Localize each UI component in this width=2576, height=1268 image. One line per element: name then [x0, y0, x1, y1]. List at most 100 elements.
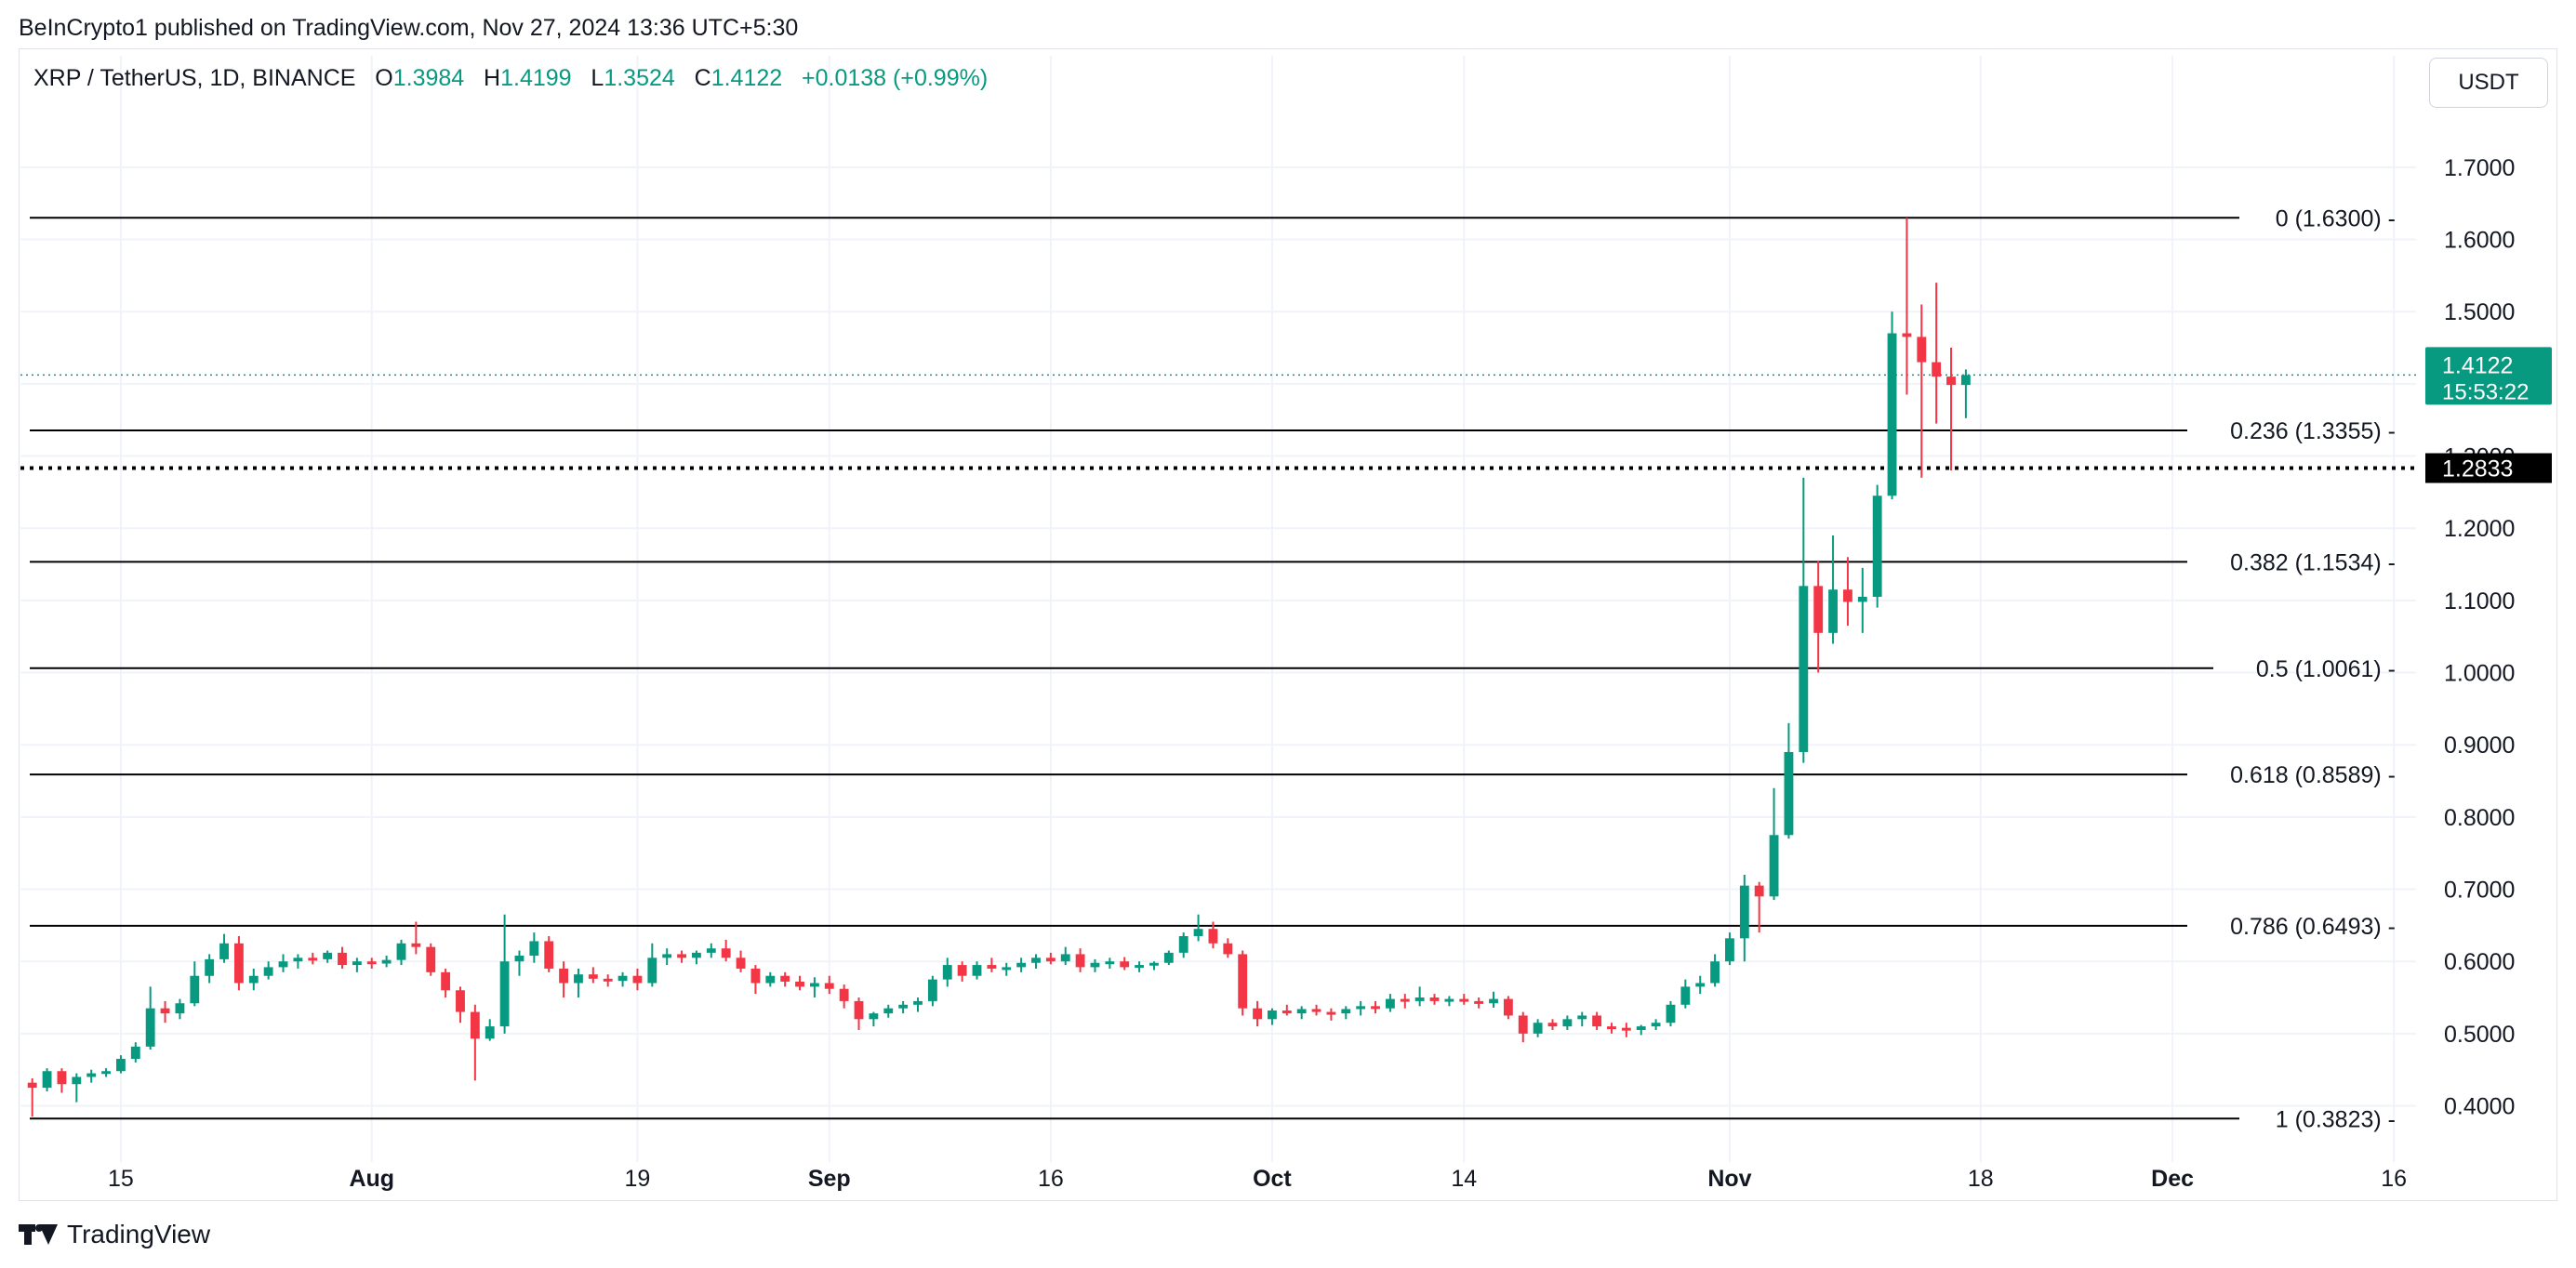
candle-body — [308, 958, 318, 961]
candle-body — [1326, 1011, 1336, 1015]
candle-body — [1075, 954, 1085, 968]
candle-body — [190, 975, 200, 1004]
candle-body — [1754, 885, 1764, 897]
candle-body — [1208, 929, 1218, 944]
close-value: 1.4122 — [710, 65, 783, 91]
candle-body — [42, 1071, 52, 1089]
candle-body — [426, 946, 436, 972]
fib-level-label: 0.618 (0.8589) - — [2230, 762, 2396, 788]
candle-body — [1459, 998, 1469, 1002]
candle-body — [411, 943, 421, 947]
candle-body — [1105, 961, 1115, 965]
candle-body — [72, 1076, 82, 1085]
x-tick-label: Dec — [2151, 1166, 2194, 1192]
candle-body — [780, 975, 790, 982]
x-tick-label: 18 — [1968, 1166, 1994, 1192]
candle-body — [662, 954, 672, 958]
candle-body — [913, 1000, 923, 1005]
candle-body — [1857, 596, 1867, 602]
candle-body — [1533, 1023, 1543, 1034]
candle-body — [1371, 1006, 1380, 1010]
cursor-price-tag — [2425, 453, 2552, 483]
candle-body — [1178, 936, 1188, 953]
candle-body — [927, 979, 937, 1001]
cursor-price-label: 1.2833 — [2442, 456, 2513, 482]
candle-body — [1090, 962, 1100, 968]
candle-body — [323, 952, 333, 959]
candle-body — [1002, 967, 1012, 971]
candle-body — [647, 958, 657, 984]
ohlc-legend: XRP / TetherUS, 1D, BINANCE O1.3984 H1.4… — [33, 65, 988, 92]
candle-body — [750, 968, 761, 984]
candle-body — [1253, 1008, 1262, 1020]
candle-body — [352, 961, 362, 966]
fib-level-label: 1 (0.3823) - — [2276, 1106, 2396, 1132]
candle-body — [1651, 1023, 1661, 1027]
candle-body — [1045, 958, 1056, 962]
candle-body — [677, 954, 686, 958]
candle-body — [721, 948, 731, 958]
candle-body — [175, 1003, 185, 1014]
open-value: 1.3984 — [392, 65, 465, 91]
candle-body — [706, 948, 716, 953]
candle-body — [86, 1073, 97, 1077]
symbol-label[interactable]: XRP / TetherUS, 1D, BINANCE — [33, 65, 356, 91]
candle-body — [1592, 1015, 1602, 1027]
candle-body — [219, 943, 229, 959]
x-tick-label: 14 — [1451, 1166, 1477, 1192]
candle-body — [499, 961, 510, 1027]
candle-body — [1281, 1010, 1292, 1014]
high-label: H — [484, 65, 501, 91]
candle-body — [795, 981, 804, 987]
candle-body — [1489, 998, 1498, 1004]
candle-body — [1341, 1009, 1351, 1014]
candle-body — [1739, 885, 1749, 939]
candle-body — [205, 958, 215, 976]
tradingview-logo-icon — [19, 1222, 58, 1247]
candle-body — [1311, 1009, 1321, 1012]
candle-body — [1547, 1023, 1558, 1027]
x-tick-label: 16 — [2381, 1166, 2407, 1192]
candle-body — [514, 955, 524, 962]
currency-button[interactable]: USDT — [2429, 58, 2548, 108]
candle-body — [632, 975, 643, 984]
candle-body — [809, 983, 819, 987]
fib-level-label: 0 (1.6300) - — [2276, 205, 2396, 231]
candle-body — [736, 958, 746, 969]
candle-body — [1887, 333, 1897, 496]
candle-body — [839, 988, 849, 1001]
publish-caption: BeInCrypto1 published on TradingView.com… — [19, 15, 799, 41]
candle-body — [57, 1071, 67, 1085]
candle-body — [1193, 929, 1203, 937]
countdown-label: 15:53:22 — [2442, 379, 2529, 404]
candle-body — [338, 952, 347, 966]
footer-brand[interactable]: TradingView — [19, 1220, 210, 1249]
fib-level-label: 0.5 (1.0061) - — [2256, 656, 2396, 682]
x-tick-label: Sep — [808, 1166, 851, 1192]
candle-body — [972, 965, 982, 976]
candle-body — [1503, 998, 1513, 1016]
candle-body — [366, 961, 377, 965]
candle-body — [248, 975, 259, 984]
candle-body — [1400, 998, 1410, 1002]
y-tick-label: 1.7000 — [2444, 155, 2515, 181]
candle-body — [263, 967, 273, 976]
candle-body — [1060, 954, 1070, 962]
candle-body — [1621, 1027, 1631, 1031]
candle-body — [145, 1008, 155, 1047]
candle-body — [898, 1004, 909, 1009]
change-value: +0.0138 (+0.99%) — [802, 65, 989, 91]
candle-body — [1710, 961, 1720, 984]
y-tick-label: 1.6000 — [2444, 228, 2515, 254]
candle-body — [1444, 998, 1454, 1002]
candle-body — [544, 941, 554, 969]
low-value: 1.3524 — [604, 65, 675, 91]
candle-body — [987, 965, 997, 969]
candle-body — [1813, 586, 1824, 633]
candle-body — [588, 974, 598, 979]
candle-body — [485, 1026, 495, 1039]
candle-body — [1636, 1026, 1646, 1030]
x-tick-label: 16 — [1038, 1166, 1064, 1192]
candle-body — [1799, 586, 1809, 752]
